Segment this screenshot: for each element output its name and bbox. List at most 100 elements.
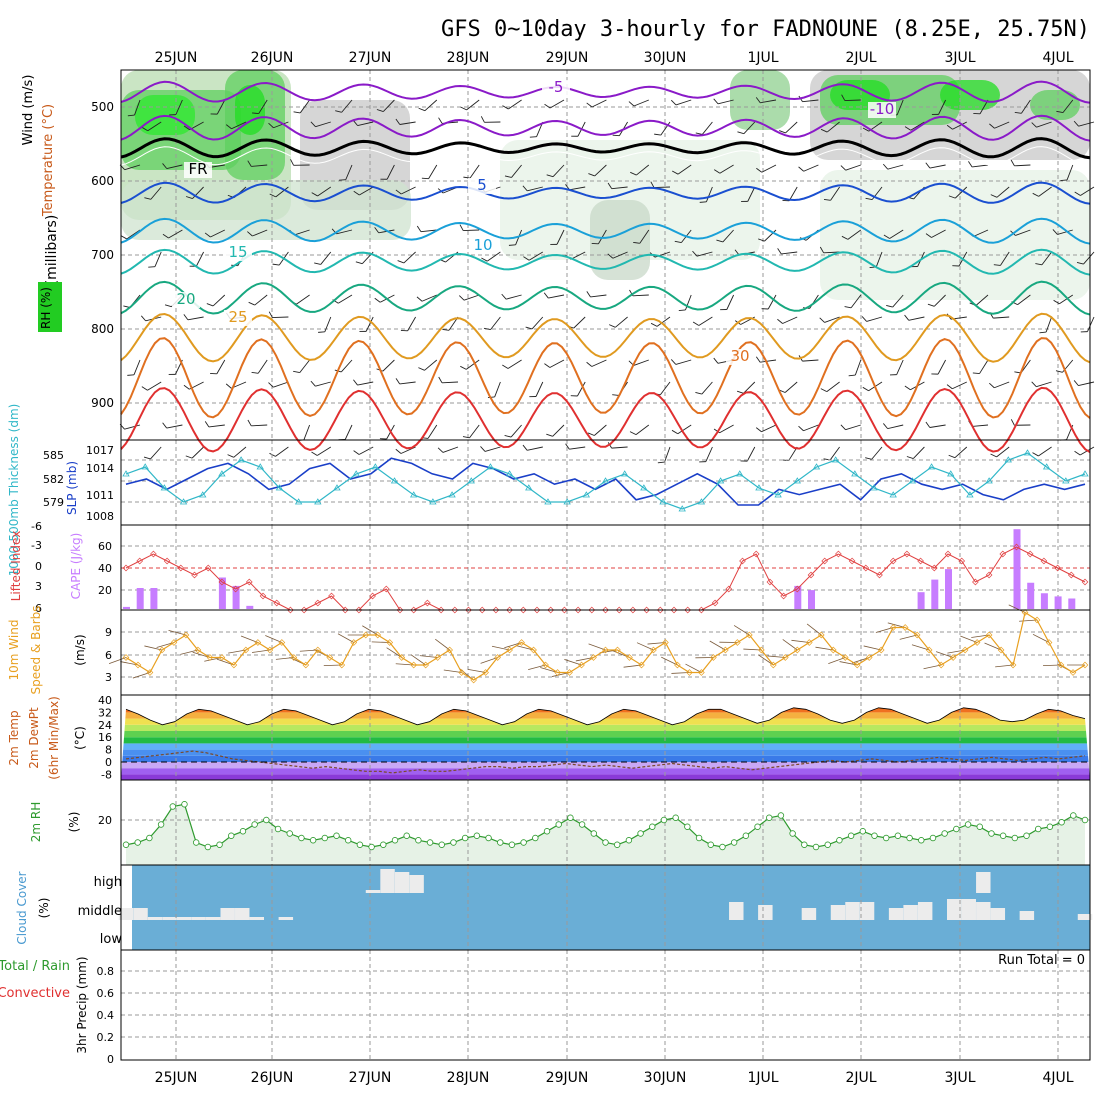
wind-barb-flag [777, 318, 783, 324]
wind-barb-staff [788, 446, 798, 461]
li-marker [519, 606, 527, 614]
rh2m-marker [532, 834, 539, 842]
rh-shading [235, 85, 265, 135]
wind-barb-staff [784, 381, 798, 393]
wind-barb-flag [380, 178, 388, 180]
wind-barb [948, 446, 968, 459]
wind-barb [904, 314, 925, 321]
rh2m-marker [625, 837, 633, 844]
wind10m-barb-staff [1008, 604, 1026, 613]
wind10m-barb-staff [132, 672, 151, 679]
wind-barb-flag [737, 131, 745, 135]
li-marker [451, 606, 459, 614]
wind-barb-staff [552, 424, 565, 437]
wind10m-barb [528, 664, 546, 671]
temp2m-line [125, 707, 1086, 726]
wind-barb [798, 424, 819, 432]
rh-shading [1030, 90, 1080, 120]
wind-barb-flag [612, 394, 619, 396]
wind-barb [314, 251, 332, 265]
wind-barb [550, 229, 565, 245]
cape-bar [1040, 593, 1048, 609]
wind-barb-staff [1045, 316, 1053, 333]
contour-label-bg [469, 238, 497, 254]
wind10m-barb [240, 635, 259, 643]
temp2m-tick: 0 [105, 756, 112, 769]
precip-tick: 0.4 [97, 1009, 115, 1022]
li-marker [163, 557, 171, 565]
wind-barb-staff [421, 294, 437, 302]
wind-barb-staff [664, 446, 671, 463]
thickness-marker [716, 477, 725, 484]
cape-tick: 60 [98, 540, 112, 553]
wind-barb-staff [1059, 294, 1074, 305]
wind-barb-flag [931, 113, 939, 115]
wind-barb-staff [365, 316, 374, 332]
wind10m-marker [434, 654, 441, 661]
wind-barb-staff [705, 186, 713, 203]
wind-barb-flag [819, 317, 825, 323]
wind-barb-staff [569, 186, 586, 191]
wind-barb-staff [210, 229, 225, 238]
wind-barb-flag [674, 240, 682, 244]
li-marker [355, 606, 363, 614]
temp-band [121, 718, 1090, 725]
thickness-tick: 585 [43, 449, 64, 462]
contour-label: 10 [473, 236, 492, 254]
rh2m-marker [859, 828, 866, 835]
wind10m-barb [467, 668, 486, 673]
wind10m-marker [722, 646, 729, 654]
wind-barb [713, 98, 734, 105]
wind-barb [695, 381, 713, 395]
temp-band [121, 724, 1090, 731]
wind10m-barb [828, 657, 846, 665]
wind-barb-staff [400, 446, 416, 454]
wind-barb-staff [494, 381, 501, 398]
wind10m-marker [686, 669, 693, 676]
wind-barb-staff [611, 446, 628, 449]
cloud-middle-bar [176, 917, 192, 920]
thickness-marker [812, 463, 821, 470]
thickness-marker [314, 498, 322, 505]
thickness-marker [122, 470, 130, 477]
temp2m-label-c: (6hr Min/Max) [47, 696, 61, 780]
li-marker [848, 557, 856, 565]
wind-barb-flag [311, 192, 318, 197]
wind-barb-staff [591, 99, 607, 108]
cloud-middle-bar [801, 908, 817, 920]
thickness-marker [755, 484, 763, 491]
wind-barb [397, 251, 416, 264]
wind-barb [169, 99, 183, 116]
wind10m-barb-staff [491, 645, 510, 651]
wind-barb-staff [952, 121, 968, 130]
bottom-date-label: 28JUN [447, 1070, 490, 1086]
bottom-date-label: 2JUL [845, 1070, 876, 1086]
wind-barb-flag [755, 97, 761, 104]
wind-barb-flag [671, 429, 679, 435]
wind-barb-flag [861, 316, 867, 322]
wind-barb-flag [720, 309, 727, 311]
wind-barb [931, 99, 947, 115]
wind-barb [462, 424, 480, 439]
wind-barb-staff [316, 446, 332, 456]
wind-barb-staff [829, 446, 840, 461]
wind10m-marker [710, 654, 717, 661]
temperature-contour [120, 386, 1091, 454]
wind10m-tick: 3 [105, 671, 112, 684]
wind10m-marker [901, 624, 909, 631]
wind-barb [1055, 359, 1074, 373]
wind-barb [338, 424, 353, 441]
wind-barb [840, 164, 861, 171]
li-marker [492, 606, 500, 614]
wind-barb-staff [1000, 251, 1010, 266]
rh2m-marker [1058, 819, 1065, 826]
wind-barb-flag [185, 455, 193, 459]
wind-barb-staff [527, 446, 543, 451]
li-marker [684, 606, 692, 614]
wind-barb-flag [820, 388, 828, 393]
wind-barb [463, 164, 480, 179]
wind10m-barb [204, 657, 222, 662]
cloud-middle-bar [830, 905, 846, 920]
wind10m-barb-staff [240, 635, 259, 643]
wind-barb-staff [938, 99, 947, 115]
